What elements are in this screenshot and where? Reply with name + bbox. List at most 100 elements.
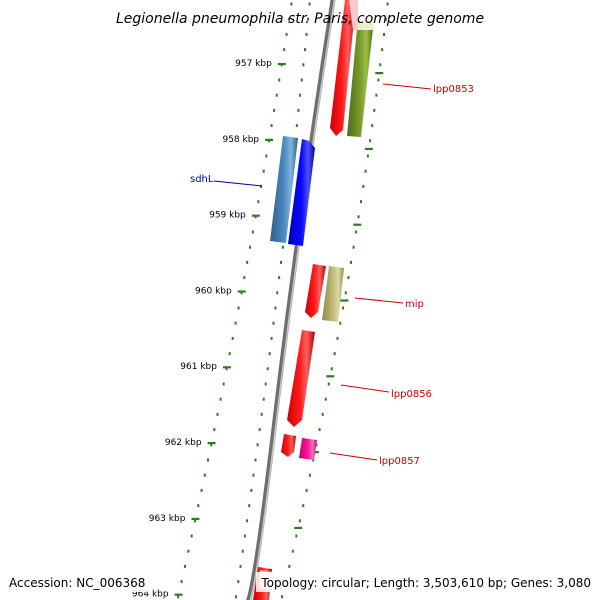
outer-track-dot — [352, 245, 355, 249]
feature-lpp0856[interactable] — [287, 330, 315, 427]
ruler-dot — [207, 458, 210, 462]
callout-line-lpp0853 — [382, 83, 432, 90]
outer-track-dot — [342, 306, 345, 310]
ruler-dot — [183, 564, 186, 568]
ruler-dot — [270, 124, 273, 128]
ruler-dot — [251, 230, 254, 234]
feature-sdhL-steelblue[interactable] — [270, 136, 298, 243]
inner-track-dot — [308, 2, 311, 6]
feature-red-962[interactable] — [281, 434, 296, 457]
inner-track-dot — [260, 412, 263, 416]
ruler-dot — [234, 321, 237, 325]
feature-mip[interactable] — [322, 266, 344, 322]
ruler-tick — [222, 366, 231, 369]
inner-track-dot — [305, 32, 308, 36]
ruler-tick — [251, 214, 260, 217]
inner-track-dot — [300, 78, 303, 82]
ruler-dot — [262, 169, 265, 173]
ruler-dot — [288, 17, 291, 21]
outer-track-dot — [371, 124, 374, 128]
feature-lpp0857[interactable] — [299, 438, 317, 460]
outer-track-dot — [366, 154, 369, 158]
outer-track-dot — [362, 184, 365, 188]
ruler-dot — [222, 382, 225, 386]
ruler-dots — [177, 2, 293, 599]
ruler-dot — [190, 534, 193, 538]
gene-label-lpp0857[interactable]: lpp0857 — [379, 456, 420, 467]
footer-accession-bg — [6, 572, 148, 592]
ruler-dot — [210, 443, 213, 447]
gene-label-mip[interactable]: mip — [405, 299, 424, 310]
inner-track-dot — [237, 580, 240, 584]
ruler-dot — [237, 306, 240, 310]
outer-track-dot — [327, 382, 330, 386]
gene-label-lpp0856[interactable]: lpp0856 — [391, 389, 432, 400]
ruler-dot — [283, 48, 286, 52]
outer-track-dot — [308, 473, 311, 477]
footer-accession: Accession: NC_006368 — [9, 576, 145, 590]
inner-track-dot — [264, 382, 267, 386]
inner-track-dot — [254, 458, 257, 462]
feature-red-top[interactable] — [330, 0, 356, 136]
outer-track-dot — [324, 397, 327, 401]
outer-track-dot — [339, 321, 342, 325]
ruler-dot — [194, 519, 197, 523]
callout-line-sdhL — [213, 180, 263, 187]
inner-track-dot — [243, 534, 246, 538]
ruler-dot — [278, 78, 281, 82]
ruler-tick — [174, 593, 183, 596]
inner-track-dot — [278, 276, 281, 280]
inner-track-dot — [268, 352, 271, 356]
outer-track-dot — [333, 352, 336, 356]
gene-label-lpp0853[interactable]: lpp0853 — [433, 84, 474, 95]
outer-track-tick — [375, 72, 384, 75]
outer-track-dot — [336, 336, 339, 340]
ruler-dot — [203, 473, 206, 477]
inner-track-dot — [280, 260, 283, 264]
ruler-dot — [249, 245, 252, 249]
ruler-tick-label: 962 kbp — [165, 438, 202, 448]
outer-track-dot — [291, 549, 294, 553]
ruler-dot — [265, 154, 268, 158]
gene-label-sdhL[interactable]: sdhL — [190, 174, 214, 185]
outer-track-dot — [280, 595, 283, 599]
inner-track-dot — [276, 291, 279, 295]
inner-track-dot — [303, 48, 306, 52]
ruler-dot — [219, 397, 222, 401]
outer-dots — [280, 2, 389, 599]
outer-track-tick — [340, 299, 349, 302]
ruler-dot — [187, 549, 190, 553]
outer-track-dot — [295, 534, 298, 538]
outer-track-dot — [373, 108, 376, 112]
outer-track-dot — [364, 169, 367, 173]
inner-track-dot — [258, 428, 261, 432]
outer-track-dot — [302, 504, 305, 508]
genome-backbone-highlight — [246, 0, 336, 600]
callout-line-lpp0857 — [329, 452, 378, 461]
ruler-tick-label: 961 kbp — [180, 362, 217, 372]
outer-track-dot — [298, 519, 301, 523]
outer-track-dot — [312, 458, 315, 462]
callout-line-lpp0856 — [340, 384, 390, 393]
inner-track-dot — [241, 549, 244, 553]
feature-sdhL[interactable] — [288, 139, 315, 246]
inner-track-dot — [262, 397, 265, 401]
feature-red-960[interactable] — [305, 264, 326, 318]
footer-topology-bg — [256, 572, 596, 592]
ruler-ticks: 957 kbp 958 kbp 959 kbp 960 kbp 961 kbp 962 k… — [132, 59, 384, 600]
ruler-tick — [277, 63, 286, 66]
inner-track-dot — [272, 321, 275, 325]
inner-dots — [235, 2, 311, 599]
inner-track-dot — [239, 564, 242, 568]
outer-track-dot — [315, 443, 318, 447]
inner-track-dot — [248, 504, 251, 508]
outer-track-dot — [347, 276, 350, 280]
outer-track-dot — [357, 215, 360, 219]
outer-track-dot — [344, 291, 347, 295]
outer-track-tick — [294, 526, 303, 529]
feature-lpp0853[interactable] — [347, 28, 373, 137]
ruler-dot — [243, 276, 246, 280]
ruler-dot — [285, 32, 288, 36]
feature-lpp0853-cap — [357, 22, 374, 30]
